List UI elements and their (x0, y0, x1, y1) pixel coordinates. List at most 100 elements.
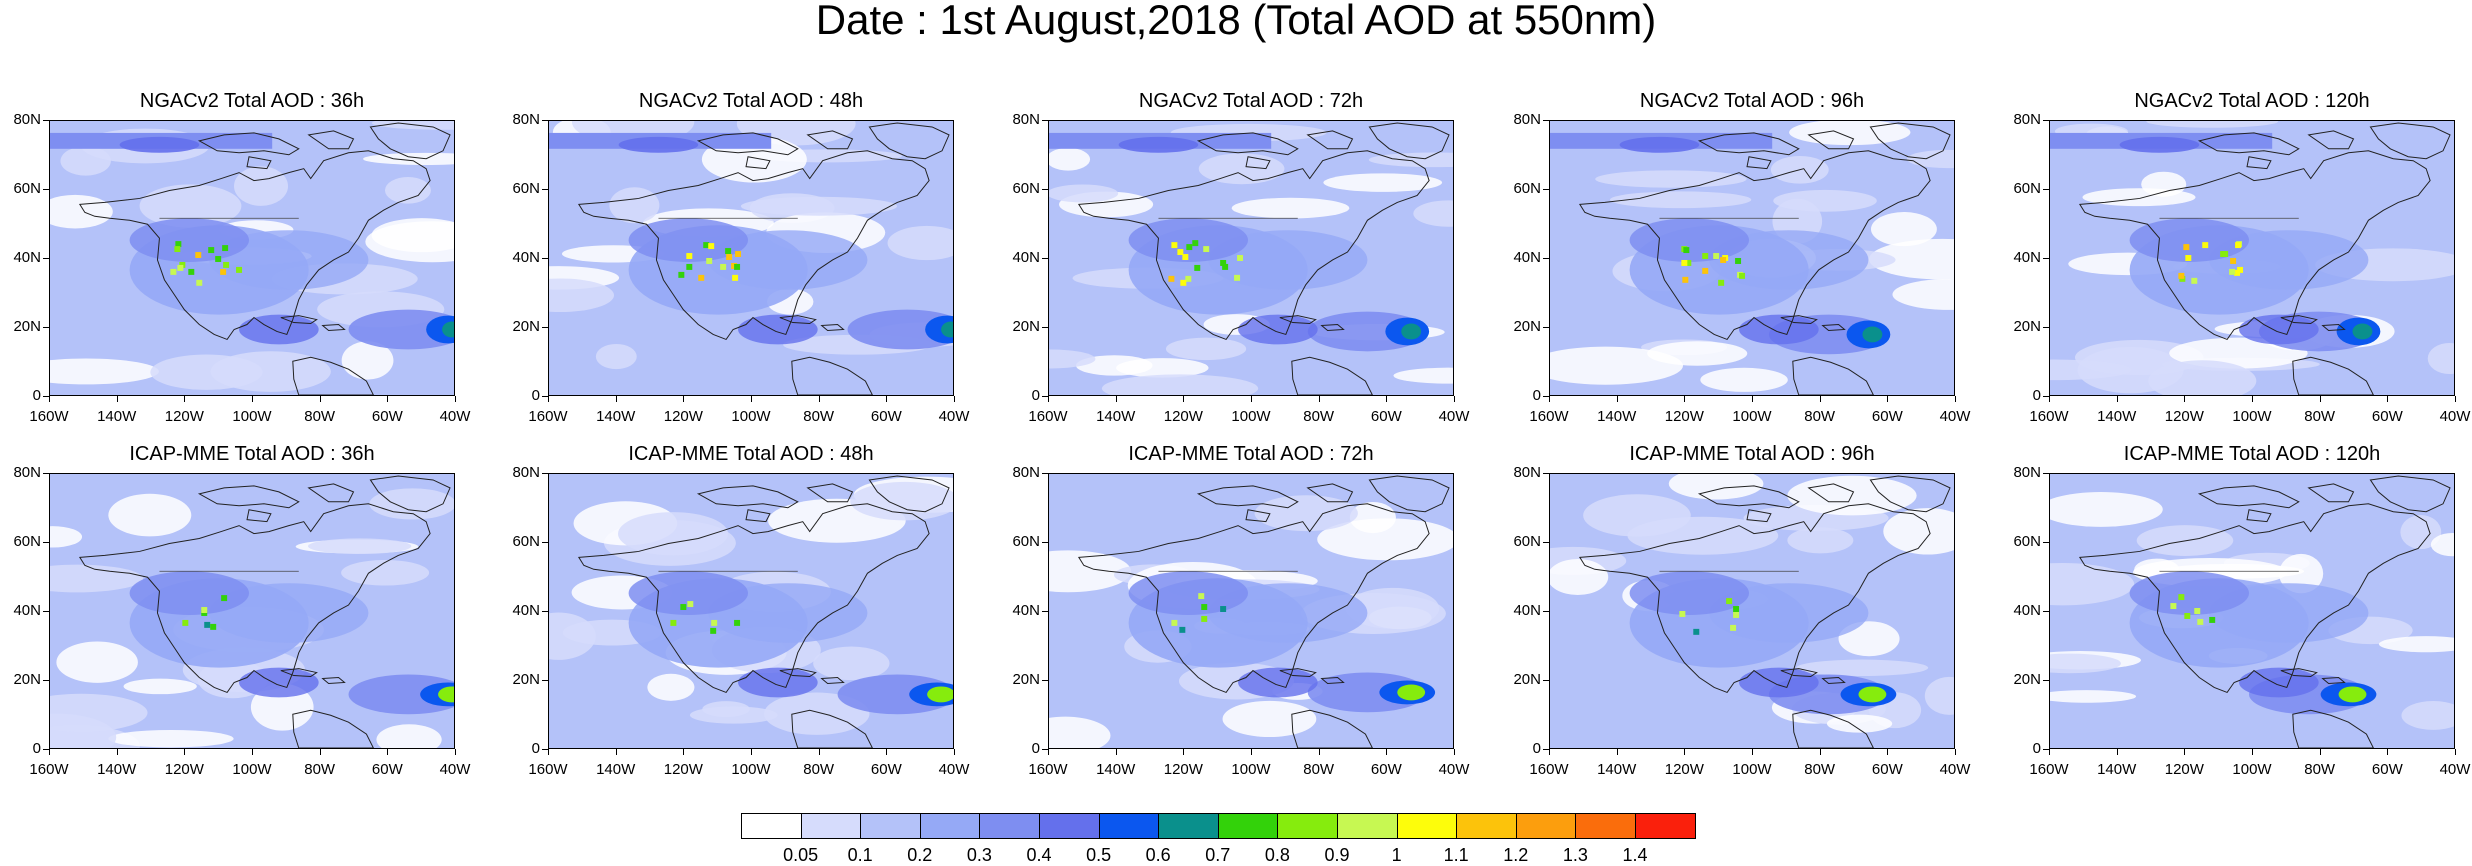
arctic-islands (2197, 483, 2355, 523)
x-tick (1115, 749, 1117, 755)
x-tick (1251, 749, 1252, 755)
fire-hotspot (1179, 626, 1186, 633)
colorbar-swatch (919, 813, 981, 839)
y-tick-label: 80N (1012, 111, 1040, 128)
x-tick-label: 140W (2097, 761, 2137, 778)
aod-low-patch (549, 278, 615, 313)
fire-hotspot (1203, 246, 1210, 253)
y-tick-label: 20N (13, 318, 41, 335)
south-america-outline (1291, 356, 1373, 395)
aod-low-patch (108, 493, 192, 537)
fire-hotspot (703, 242, 710, 249)
x-tick (2455, 396, 2456, 402)
map-panel: ICAP-MME Total AOD : 120h 80N 60N 40N 20N 0 16… (1999, 443, 2472, 799)
fire-hotspot (710, 627, 717, 634)
panel-title: ICAP-MME Total AOD : 48h (628, 443, 874, 465)
aod-low-patch (2400, 515, 2442, 550)
aod-low-patch (376, 724, 442, 748)
colorbar-swatch (1575, 813, 1636, 839)
aod-low-patch (813, 646, 890, 681)
fire-hotspot (1237, 255, 1244, 261)
fire-hotspot (680, 604, 687, 611)
x-tick (1684, 396, 1686, 402)
aod-eastward-plume (2209, 230, 2369, 290)
fire-hotspot (1733, 611, 1740, 618)
aod-low-patch (1609, 191, 1752, 209)
x-tick-label: 100W (1732, 408, 1772, 425)
map-panel: NGACv2 Total AOD : 96h 80N 60N 40N 20N 0 160W 1… (1499, 90, 2005, 446)
x-tick (615, 396, 617, 402)
aod-low-patch (1049, 147, 1091, 171)
aod-dust-plume-outer (348, 674, 454, 715)
y-tick (1042, 120, 1048, 121)
aod-dust-plume-core (438, 686, 454, 703)
fire-hotspot (2178, 594, 2185, 601)
y-tick-label: 0 (2032, 387, 2041, 404)
x-tick (1616, 749, 1618, 755)
aod-eastward-plume (708, 583, 868, 643)
fire-hotspot (2183, 244, 2190, 251)
aod-dust-plume-core (1401, 323, 1422, 340)
fire-hotspot (215, 256, 222, 262)
arctic-islands (197, 483, 355, 523)
fire-hotspot (1201, 604, 1208, 611)
x-tick (818, 396, 820, 402)
x-tick-label: 140W (596, 408, 636, 425)
south-america-outline (791, 356, 873, 395)
aod-low-patch (609, 187, 660, 224)
arctic-islands (1196, 130, 1354, 170)
x-tick-label: 100W (1231, 408, 1271, 425)
y-tick (1543, 611, 1549, 612)
y-tick (43, 749, 49, 750)
fire-hotspot (1718, 279, 1725, 286)
x-tick (2049, 396, 2050, 402)
aod-low-patch (1668, 474, 1764, 500)
south-america-outline (1792, 356, 1874, 395)
x-tick-label: 140W (1597, 408, 1637, 425)
fire-hotspot (1222, 263, 1229, 270)
south-america-outline (2292, 356, 2374, 395)
y-tick-label: 40N (1012, 602, 1040, 619)
aod-eastward-plume (708, 230, 868, 290)
y-tick (2043, 258, 2049, 259)
caribbean-islands (779, 668, 845, 684)
y-tick (542, 749, 548, 750)
y-tick (2043, 542, 2049, 543)
x-tick-label: 100W (232, 761, 272, 778)
y-tick-label: 60N (13, 180, 41, 197)
fire-hotspot (177, 264, 184, 271)
x-tick (1752, 749, 1753, 755)
aod-gulf-plume (239, 667, 319, 698)
x-tick-label: 60W (371, 408, 403, 425)
aod-low-patch (740, 196, 898, 216)
y-tick-label: 20N (512, 318, 540, 335)
aod-low-patch (365, 221, 454, 263)
x-tick-label: 120W (1163, 761, 1203, 778)
aod-map (548, 120, 954, 396)
y-tick (1042, 611, 1048, 612)
y-tick (2043, 189, 2049, 190)
figure-title: Date : 1st August,2018 (Total AOD at 550… (815, 0, 1657, 43)
continent-coastline (1578, 503, 1931, 694)
fire-hotspot (1194, 264, 1201, 271)
y-tick (2043, 611, 2049, 612)
aod-low-patch (1116, 358, 1209, 378)
fire-hotspot (725, 248, 732, 255)
aod-eastward-plume (1709, 230, 1869, 290)
arctic-islands (1697, 130, 1855, 170)
x-tick-label: 80W (803, 408, 835, 425)
x-tick-label: 80W (1804, 761, 1836, 778)
aod-low-patch (2430, 533, 2454, 557)
x-tick-label: 160W (528, 761, 568, 778)
y-tick (1543, 120, 1549, 121)
aod-eastward-plume (1709, 583, 1869, 643)
aod-low-patch (1049, 550, 1132, 593)
aod-low-patch (1049, 184, 1119, 203)
x-tick-label: 160W (29, 761, 69, 778)
aod-low-patch (1870, 212, 1937, 247)
fire-hotspot (1683, 247, 1690, 254)
aod-eastward-plume (209, 583, 369, 643)
x-tick (954, 749, 955, 755)
aod-dust-plume-outer (348, 309, 454, 350)
x-tick (2252, 749, 2253, 755)
